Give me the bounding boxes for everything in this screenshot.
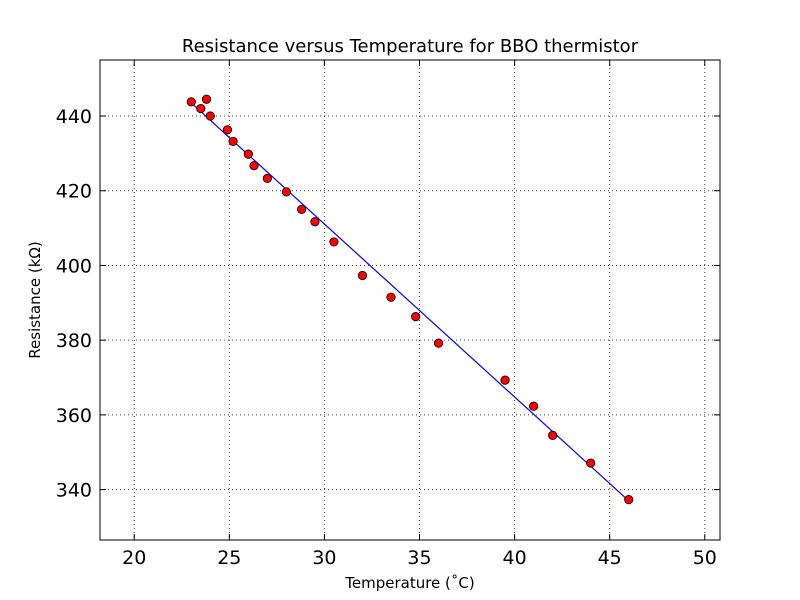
y-tick-label: 420 <box>56 181 92 203</box>
chart-title: Resistance versus Temperature for BBO th… <box>182 36 639 57</box>
data-point <box>624 495 634 505</box>
data-point <box>586 458 596 468</box>
y-tick-label: 340 <box>56 480 92 502</box>
plot-frame <box>99 59 721 541</box>
data-point <box>329 237 339 247</box>
data-point <box>196 103 206 114</box>
x-axis-label: Temperature (˚C) <box>344 574 474 592</box>
y-tick-label: 440 <box>56 106 92 128</box>
data-point <box>548 430 558 441</box>
x-tick-label: 40 <box>503 547 527 569</box>
data-point <box>249 161 259 171</box>
data-point <box>262 173 272 184</box>
data-point <box>201 94 212 104</box>
data-point <box>281 187 291 197</box>
x-tick-label: 35 <box>407 547 431 569</box>
x-tick-label: 20 <box>122 547 146 569</box>
y-tick-labels: 340 360 380 400 420 440 <box>56 106 92 502</box>
data-point <box>386 292 396 302</box>
axis-ticks <box>100 60 720 540</box>
data-point <box>529 401 539 411</box>
x-tick-label: 25 <box>217 547 241 569</box>
data-point <box>500 375 510 385</box>
data-point <box>310 217 320 227</box>
y-tick-label: 380 <box>56 330 92 352</box>
data-point <box>228 136 238 147</box>
data-point <box>433 338 444 348</box>
y-axis-label: Resistance (kΩ) <box>26 241 44 358</box>
data-point <box>243 149 253 159</box>
x-tick-label: 45 <box>598 547 622 569</box>
data-point <box>296 204 307 215</box>
data-point <box>411 312 421 322</box>
x-tick-label: 50 <box>693 547 717 569</box>
data-point <box>205 111 215 121</box>
data-points-layer <box>186 94 634 505</box>
data-point <box>186 97 196 107</box>
x-tick-labels: 20 25 30 35 40 45 50 <box>122 547 717 569</box>
y-tick-label: 360 <box>56 405 92 427</box>
y-tick-label: 400 <box>56 255 92 277</box>
data-point <box>357 270 368 281</box>
data-point <box>222 125 233 135</box>
x-tick-label: 30 <box>312 547 336 569</box>
